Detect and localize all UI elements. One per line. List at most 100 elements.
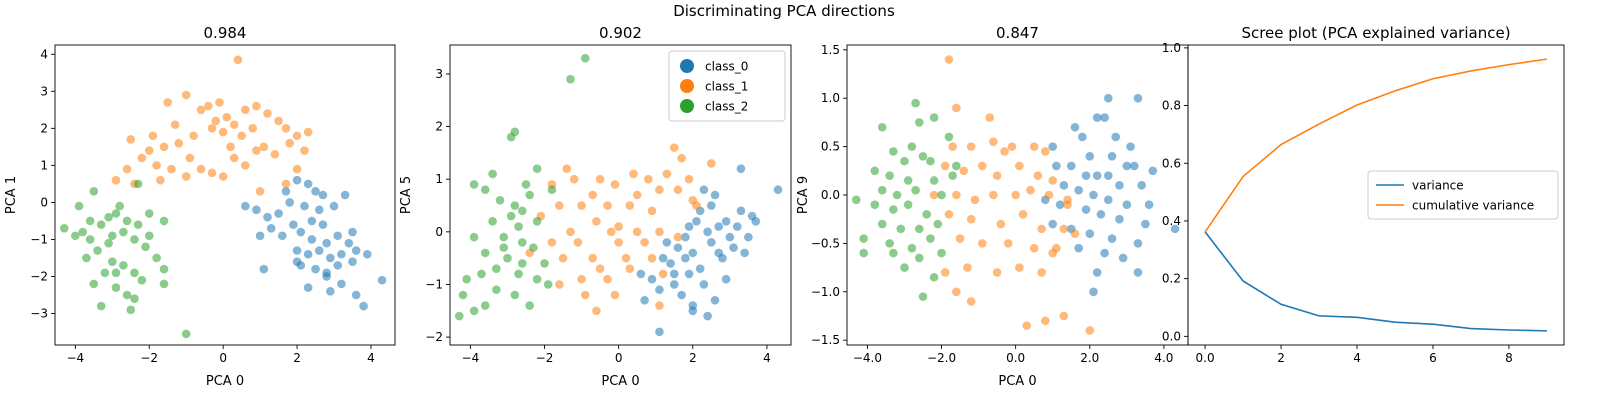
scatter-point — [303, 127, 313, 137]
scatter-point — [1118, 253, 1128, 263]
scatter-point — [1085, 229, 1095, 239]
scatter-point — [977, 239, 987, 248]
scatter-point — [621, 253, 631, 263]
scatter-point — [970, 195, 980, 205]
scatter-point — [603, 201, 612, 210]
scatter-point — [555, 201, 564, 210]
scatter-point — [859, 248, 868, 258]
scatter-point — [185, 153, 195, 163]
y-tick-label: 4 — [40, 47, 48, 61]
legend-label: class_2 — [705, 100, 748, 114]
scatter-point — [300, 201, 309, 211]
scatter-point — [655, 185, 664, 195]
scatter-point — [218, 127, 228, 137]
scatter-point — [307, 235, 317, 244]
scatter-point — [543, 280, 553, 289]
scatter-point — [1092, 113, 1102, 122]
scatter-point — [1066, 161, 1076, 171]
scatter-point — [937, 248, 946, 258]
scatter-point — [1063, 200, 1072, 209]
scatter-point — [170, 120, 180, 129]
scatter-point — [252, 101, 261, 111]
scatter-point — [1029, 142, 1039, 151]
scatter-point — [241, 201, 250, 211]
legend-box — [1367, 170, 1559, 220]
scatter-point — [566, 227, 575, 237]
scatter-point — [929, 190, 939, 200]
scatter-point — [889, 147, 898, 156]
scatter-point — [159, 279, 169, 289]
x-tick-label: −4 — [66, 351, 84, 365]
scatter-point — [625, 201, 635, 210]
scatter-point — [1015, 263, 1024, 272]
scatter-point — [1040, 147, 1050, 156]
scatter-point — [1018, 210, 1028, 219]
scatter-point — [989, 137, 998, 147]
scatter-point — [492, 264, 501, 273]
scatter-point — [632, 190, 642, 200]
scatter-point — [289, 220, 298, 229]
scatter-point — [122, 290, 132, 300]
x-tick-label: −2 — [536, 351, 554, 365]
scatter-point — [647, 253, 657, 263]
y-tick-label: −3 — [30, 307, 48, 321]
scatter-point — [1015, 161, 1024, 171]
scatter-point — [1137, 181, 1146, 190]
scatter-point — [333, 261, 343, 270]
scatter-point — [296, 227, 306, 237]
y-tick-label: −2 — [425, 330, 443, 344]
scatter-point — [1148, 166, 1158, 176]
scatter-point — [1144, 200, 1154, 209]
y-tick-label: 0.8 — [1162, 99, 1181, 113]
scatter-point — [903, 200, 913, 209]
scatter-point — [196, 164, 206, 174]
scatter-point — [562, 164, 572, 173]
scatter-point — [159, 216, 169, 226]
scatter-point — [255, 231, 265, 241]
scatter-point — [1092, 268, 1102, 277]
scatter-point — [107, 257, 117, 266]
scatter-point — [684, 269, 694, 279]
scatter-point — [1048, 176, 1058, 185]
scatter-point — [285, 198, 294, 207]
scatter-point — [329, 201, 339, 211]
scatter-point — [300, 146, 309, 155]
scatter-point — [1037, 268, 1046, 277]
x-tick-label: 2 — [689, 351, 697, 365]
scatter-point — [344, 238, 354, 248]
scatter-point — [152, 161, 161, 170]
scatter-point — [174, 138, 184, 148]
scatter-point — [469, 180, 479, 189]
y-tick-label: 0.5 — [821, 140, 840, 154]
scatter-point — [71, 231, 80, 241]
scatter-point — [163, 98, 173, 107]
scatter-point — [640, 295, 649, 305]
scatter-point — [281, 124, 291, 133]
scatter-point — [966, 214, 976, 224]
scatter-point — [241, 161, 250, 170]
scatter-point — [688, 248, 698, 258]
scatter-point — [1052, 161, 1061, 171]
x-tick-label: 4.0 — [1154, 351, 1173, 365]
scatter-point — [566, 74, 575, 84]
scatter-point — [1122, 200, 1132, 209]
y-tick-label: −0.5 — [811, 236, 840, 250]
series-line — [1204, 58, 1548, 233]
x-tick-label: −2.0 — [927, 351, 956, 365]
scatter-point — [78, 227, 88, 237]
scatter-point — [517, 238, 527, 247]
scatter-point — [710, 295, 720, 305]
scatter-point — [1107, 151, 1117, 161]
scatter-point — [926, 234, 935, 243]
x-tick-label: −4.0 — [853, 351, 882, 365]
scatter-point — [870, 200, 880, 209]
scatter-point — [458, 290, 468, 300]
scatter-point — [322, 238, 331, 248]
scatter-point — [677, 290, 686, 300]
scatter-point — [1085, 326, 1095, 335]
chart-2: 0.847 −4.0 −2.0 0.0 2.0 4.0 −1.5 −1.0 −0.5 0.0 0.5… — [796, 24, 1189, 389]
scatter-point — [1070, 229, 1080, 239]
scatter-point — [673, 185, 683, 195]
scatter-point — [940, 268, 950, 277]
scatter-point — [1003, 239, 1013, 248]
